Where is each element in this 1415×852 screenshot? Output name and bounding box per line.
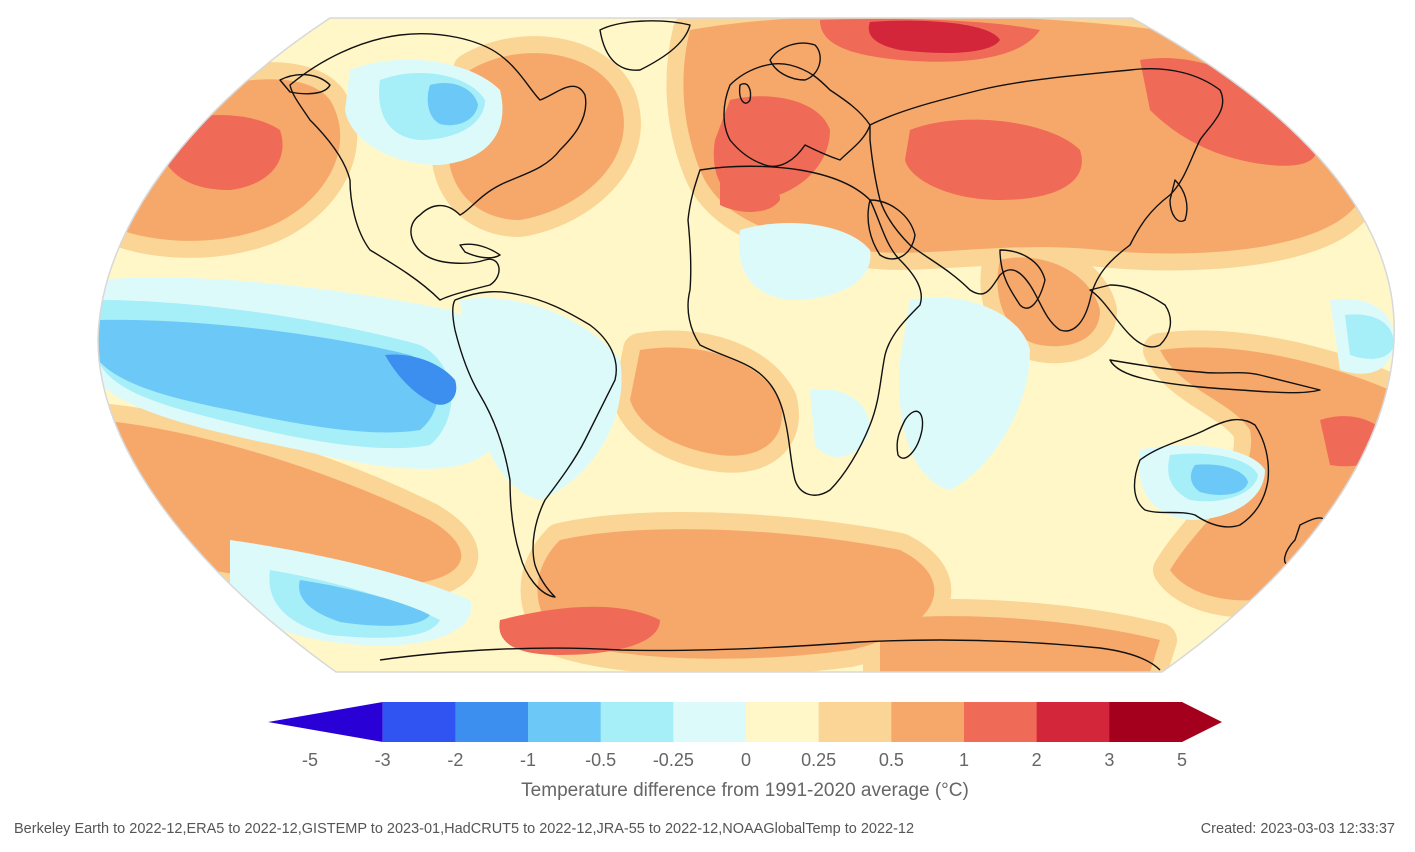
legend-tick-label: 0	[740, 750, 752, 770]
legend-bin-7	[818, 702, 892, 742]
australia-coast	[1133, 418, 1270, 528]
legend-bin-0	[268, 702, 383, 742]
zone-australia-colder	[1190, 464, 1248, 495]
zone-pacific-coldest	[385, 354, 457, 405]
zone-central-asia-hot	[905, 119, 1082, 200]
zone-nw-africa-hot	[720, 169, 780, 212]
legend-tick-label: -0.25	[652, 750, 694, 770]
legend-bin-2	[455, 702, 529, 742]
zone-south-africa-cool	[810, 389, 870, 457]
arabia-coast	[867, 199, 916, 260]
uk-coast	[738, 83, 752, 104]
zone-drake-hot	[499, 606, 660, 655]
europe-coast	[723, 63, 871, 167]
legend-tick-label: 5	[1176, 750, 1188, 770]
anomaly-map	[97, 17, 1395, 673]
alaska-coast	[279, 73, 331, 95]
coastlines	[279, 20, 1326, 671]
legend-bin-10	[1036, 702, 1110, 742]
legend-tick-label: 0.5	[878, 750, 904, 770]
map-svg	[97, 17, 1395, 673]
zone-north-africa-cool	[739, 222, 871, 300]
asia-coast	[869, 68, 1224, 332]
zone-siberia-extreme	[868, 20, 1000, 53]
legend-colorbar	[268, 702, 1222, 742]
zone-siberia-hot	[1140, 58, 1317, 166]
caribbean-coast	[459, 243, 501, 259]
zone-hudson-colder	[427, 82, 478, 126]
legend-tick-label: 2	[1031, 750, 1042, 770]
legend-tick-label: 0.25	[801, 750, 837, 770]
zone-africa-warm	[630, 347, 782, 456]
legend-tick-label: -0.5	[585, 750, 617, 770]
indonesia-coast	[1109, 359, 1321, 394]
madagascar-coast	[896, 410, 924, 459]
legend-bin-11	[1109, 702, 1222, 742]
zone-indian-ocean-cool	[899, 297, 1030, 490]
legend-bin-5	[673, 702, 747, 742]
legend-tick-label: -3	[374, 750, 391, 770]
zone-east-pacific-cold	[1345, 314, 1394, 359]
zone-antarctic-warm	[880, 616, 1160, 672]
legend-tick-label: 1	[958, 750, 970, 770]
south-america-coast	[452, 291, 617, 598]
india-coast	[999, 249, 1046, 309]
zone-east-australia-hot	[1320, 416, 1390, 467]
zone-india-warm	[997, 257, 1100, 347]
japan-coast	[1169, 179, 1188, 222]
color-legend: -5 -3 -2 -1 -0.5 -0.25 0 0.25 0.5 1 2 3 5 Temperatur…	[0, 690, 1415, 810]
map-border	[97, 17, 1395, 673]
se-asia-coast	[1089, 284, 1172, 348]
legend-tick-label: -2	[447, 750, 464, 770]
scandinavia-coast	[769, 42, 821, 81]
antarctica-coast	[379, 639, 1161, 671]
greenland-coast	[599, 20, 691, 71]
legend-bin-3	[528, 702, 602, 742]
zone-south-america-cool	[460, 298, 622, 500]
data-sources-note: Berkeley Earth to 2022-12,ERA5 to 2022-1…	[14, 821, 915, 837]
north-america-coast	[289, 33, 587, 301]
legend-bin-8	[891, 702, 965, 742]
anomaly-field	[98, 18, 1395, 672]
legend-bin-9	[964, 702, 1038, 742]
legend-title: Temperature difference from 1991-2020 av…	[521, 780, 969, 801]
zone-pacific-colder	[98, 319, 438, 433]
legend-bin-6	[746, 702, 820, 742]
legend-bin-4	[600, 702, 674, 742]
legend-tick-label: -5	[301, 750, 319, 770]
legend-tick-label: 3	[1104, 750, 1115, 770]
legend-tick-label: -1	[519, 750, 537, 770]
created-timestamp: Created: 2023-03-03 12:33:37	[1200, 821, 1395, 837]
legend-bin-1	[382, 702, 456, 742]
zone-se-pacific-colder	[299, 580, 430, 626]
